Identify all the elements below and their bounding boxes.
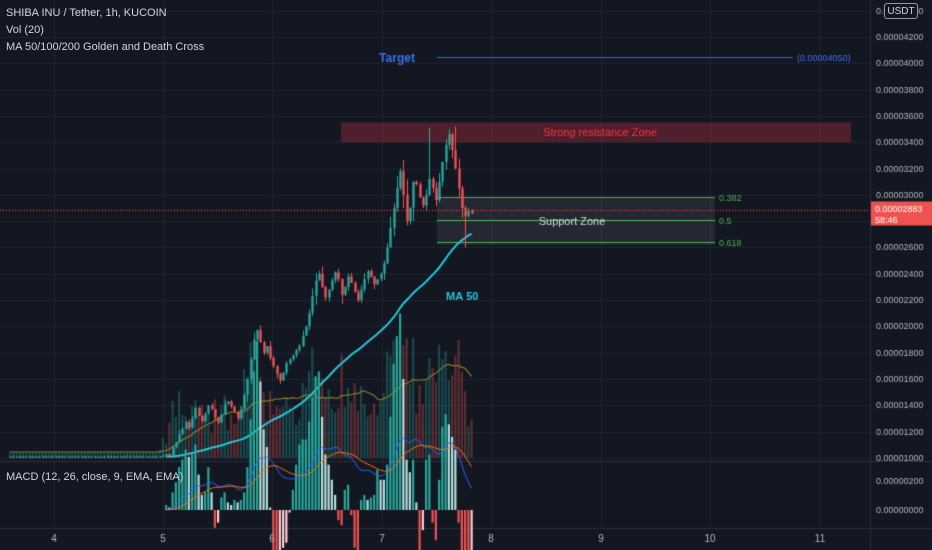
volume-legend[interactable]: Vol (20)	[6, 24, 44, 36]
symbol-legend[interactable]: SHIBA INU / Tether, 1h, KUCOIN	[6, 7, 167, 19]
macd-legend[interactable]: MACD (12, 26, close, 9, EMA, EMA)	[6, 471, 184, 483]
currency-button[interactable]: USDT	[884, 3, 918, 19]
ma-legend[interactable]: MA 50/100/200 Golden and Death Cross	[6, 41, 205, 53]
